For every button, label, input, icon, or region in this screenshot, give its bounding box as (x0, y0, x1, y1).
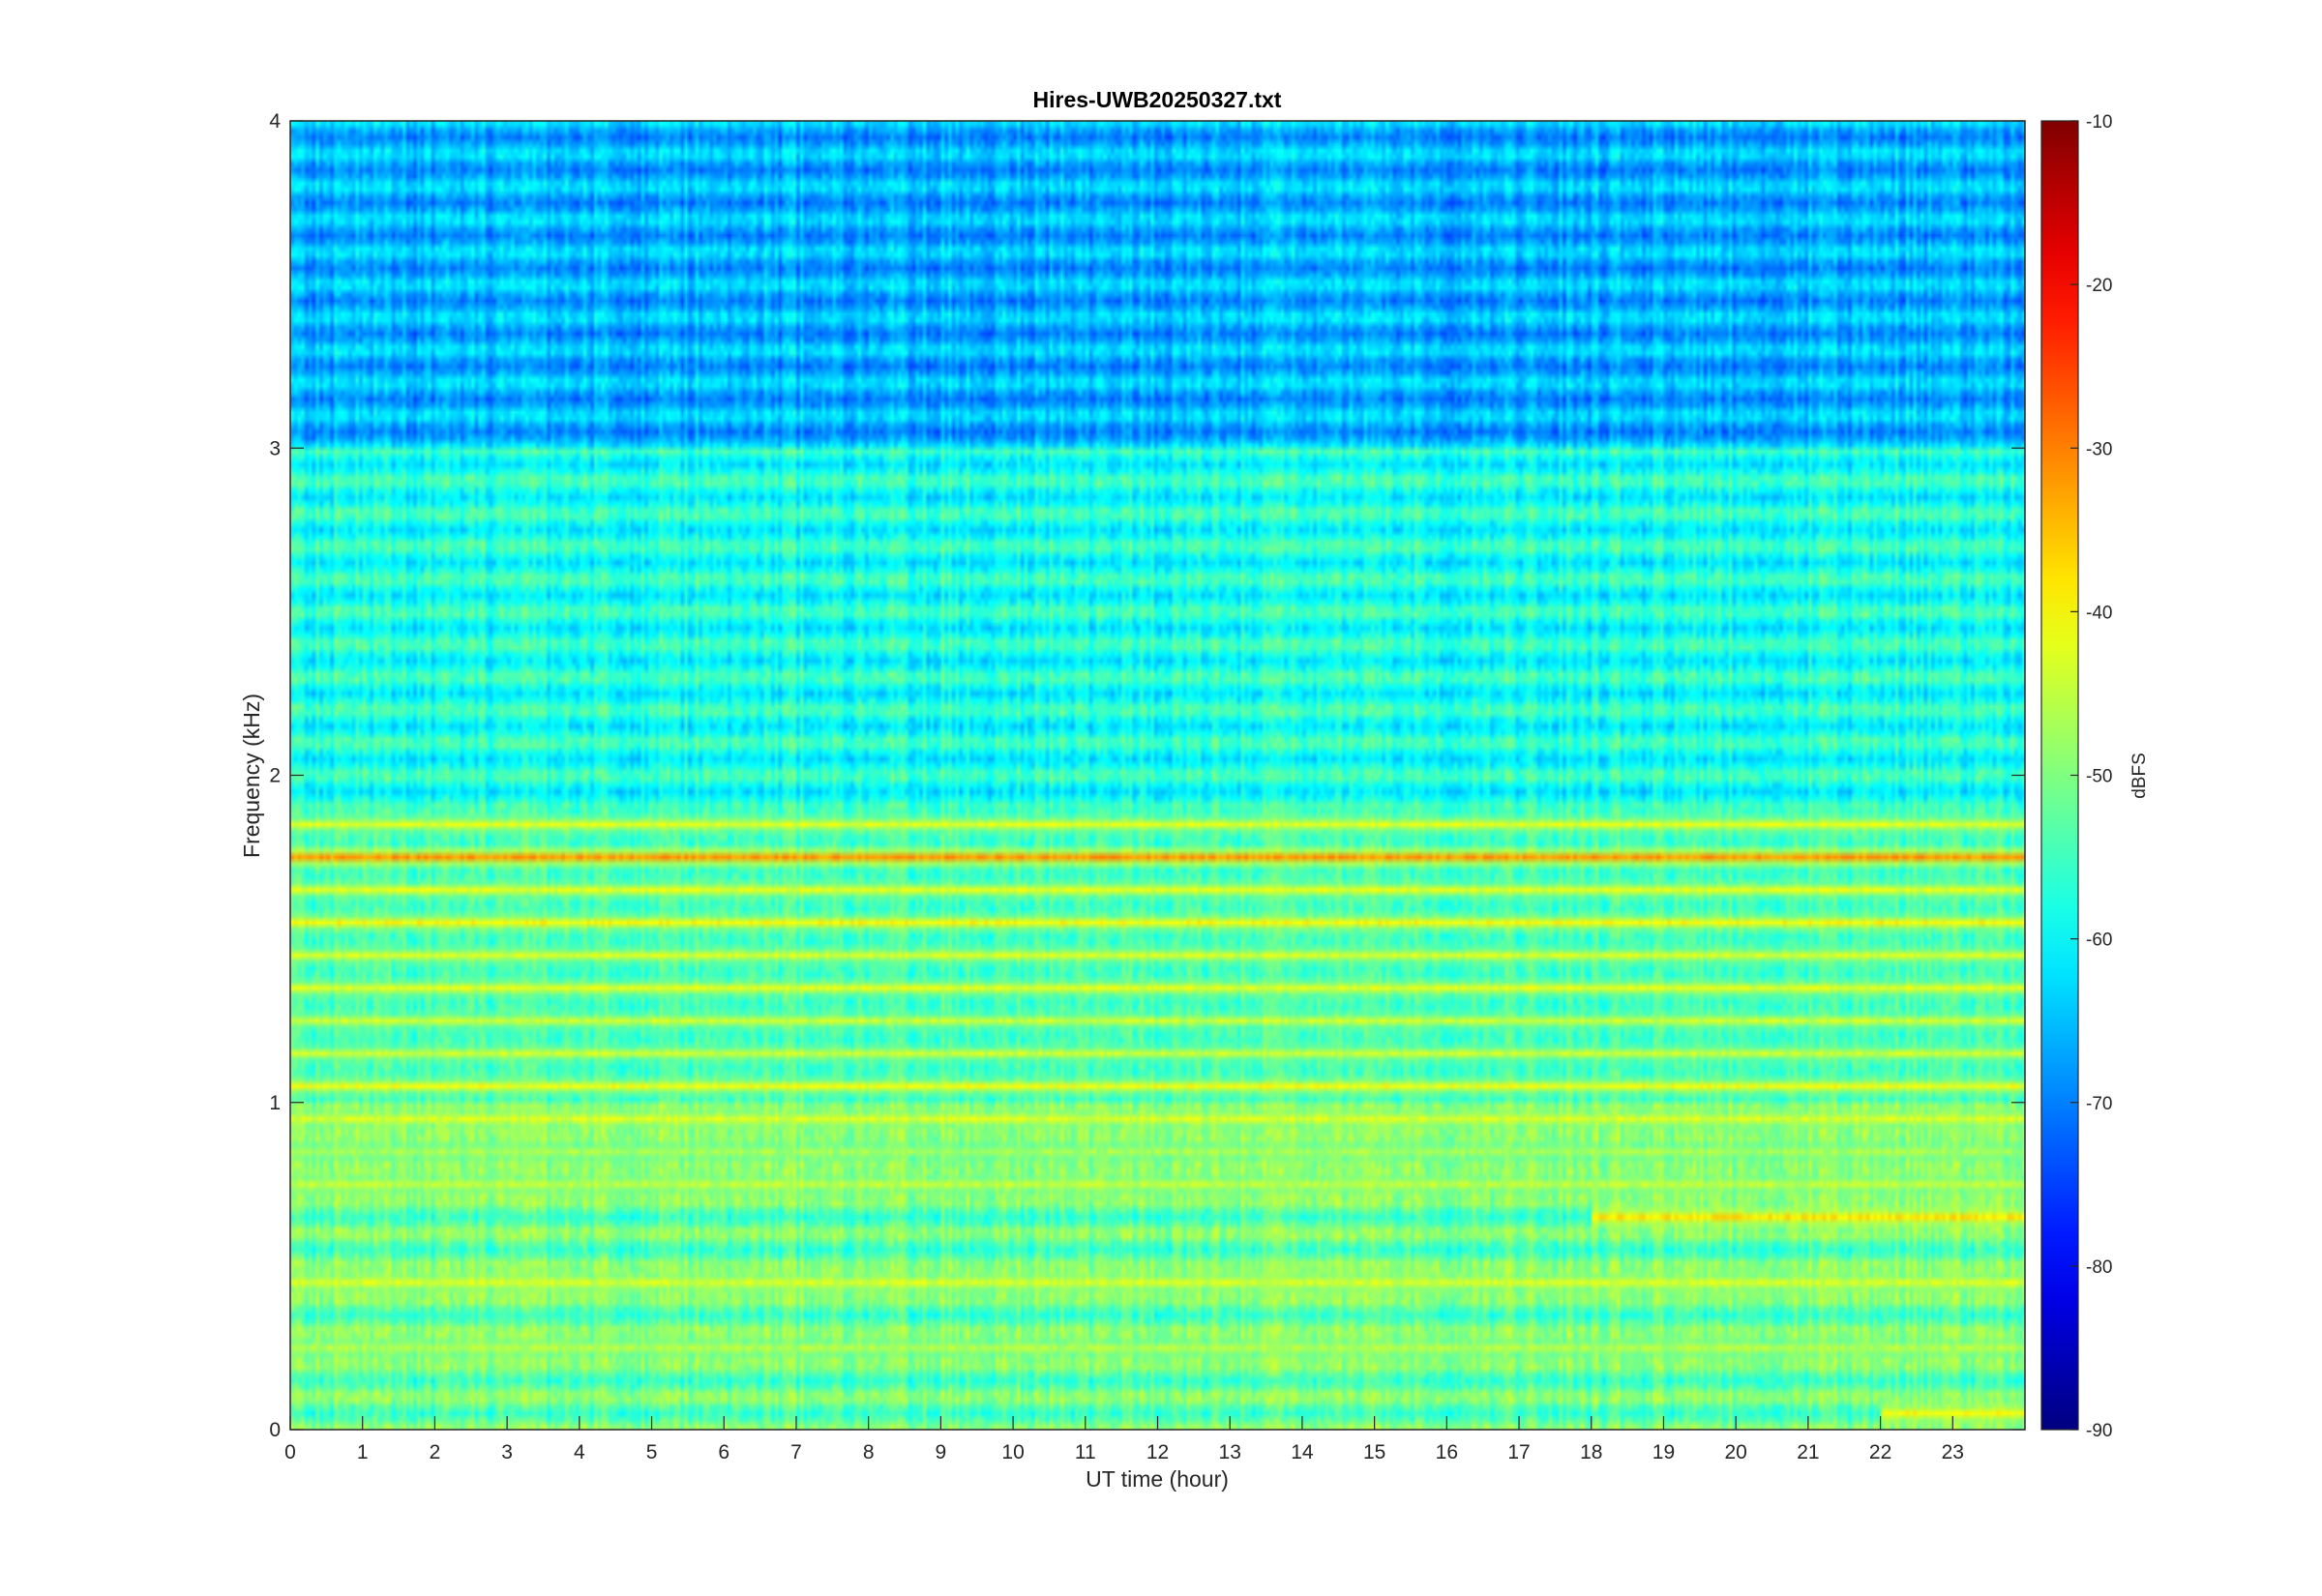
colorbar-tick-label: -50 (2086, 767, 2112, 787)
colorbar-tick-label: -90 (2086, 1421, 2112, 1441)
x-tick-label: 15 (1363, 1441, 1385, 1463)
x-tick-label: 8 (863, 1441, 875, 1463)
x-tick-label: 17 (1507, 1441, 1530, 1463)
x-tick-label: 20 (1724, 1441, 1746, 1463)
colorbar-tick-label: -30 (2086, 439, 2112, 459)
y-axis-label: Frequency (kHz) (239, 694, 264, 858)
x-tick-label: 2 (430, 1441, 441, 1463)
colorbar-tick-label: -10 (2086, 112, 2112, 133)
x-tick-label: 16 (1436, 1441, 1458, 1463)
colorbar-tick-label: -20 (2086, 276, 2112, 296)
x-tick-label: 7 (790, 1441, 802, 1463)
x-axis-label: UT time (hour) (1086, 1466, 1229, 1492)
colorbar-label: dBFS (2129, 753, 2150, 799)
x-tick-label: 6 (718, 1441, 729, 1463)
x-tick-label: 13 (1219, 1441, 1241, 1463)
x-tick-label: 14 (1291, 1441, 1314, 1463)
x-tick-label: 0 (284, 1441, 296, 1463)
x-tick-label: 4 (574, 1441, 585, 1463)
y-tick-label: 3 (269, 437, 281, 459)
x-tick-label: 3 (501, 1441, 513, 1463)
colorbar-tick-label: -80 (2086, 1257, 2112, 1278)
y-tick-label: 0 (269, 1419, 281, 1441)
y-axis: 0 1 2 3 4 (269, 110, 2025, 1441)
x-tick-label: 18 (1580, 1441, 1602, 1463)
y-tick-label: 1 (269, 1092, 281, 1114)
x-tick-label: 1 (357, 1441, 369, 1463)
heatmap-raster (290, 121, 2025, 1430)
x-tick-label: 22 (1869, 1441, 1891, 1463)
x-tick-label: 23 (1942, 1441, 1964, 1463)
x-tick-label: 11 (1075, 1441, 1096, 1463)
x-tick-label: 10 (1001, 1441, 1024, 1463)
x-tick-label: 21 (1797, 1441, 1819, 1463)
y-tick-label: 2 (269, 765, 281, 787)
x-tick-label: 5 (646, 1441, 658, 1463)
spectrogram-heatmap (290, 121, 2025, 1430)
colorbar-tick-label: -60 (2086, 931, 2112, 951)
chart-title: Hires-UWB20250327.txt (1033, 87, 1282, 112)
y-tick-label: 4 (269, 110, 281, 133)
x-tick-label: 9 (936, 1441, 947, 1463)
x-axis: 0 1 2 3 4 5 6 7 8 9 10 11 12 13 14 15 16 17 18 19 20 21 22 23 (284, 1416, 1964, 1463)
colorbar-tick-label: -40 (2086, 603, 2112, 623)
colorbar-tick-label: -70 (2086, 1094, 2112, 1114)
x-tick-label: 12 (1146, 1441, 1169, 1463)
x-tick-label: 19 (1652, 1441, 1675, 1463)
colorbar-axis: -10 -20 -30 -40 -50 -60 -70 -80 -90 (2070, 112, 2112, 1441)
